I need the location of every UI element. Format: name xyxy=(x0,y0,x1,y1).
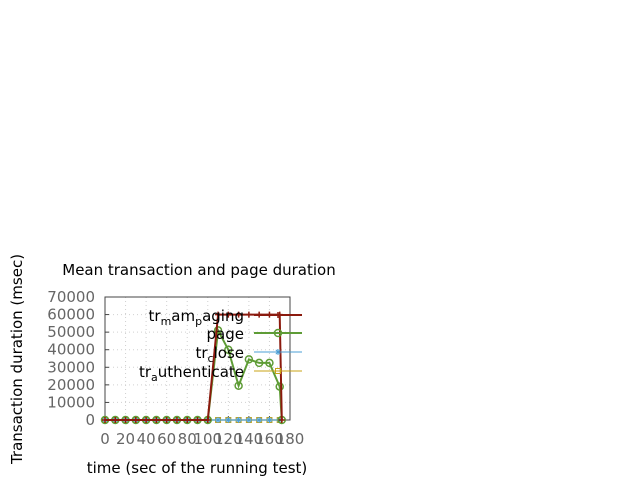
legend-sample-tr-authenticate xyxy=(254,368,302,374)
data-point xyxy=(225,311,232,318)
data-point xyxy=(225,417,232,423)
legend-sample-page xyxy=(254,328,302,338)
y-tick-label: 60000 xyxy=(47,306,95,324)
data-point xyxy=(266,417,273,423)
y-tick-label: 50000 xyxy=(47,323,95,341)
x-tick-label: 80 xyxy=(178,430,197,448)
legend-label-page: page xyxy=(207,325,244,343)
data-point xyxy=(112,417,119,423)
data-point xyxy=(278,417,285,423)
y-tick-label: 70000 xyxy=(47,288,95,306)
data-point xyxy=(235,311,242,318)
x-tick-label: 60 xyxy=(157,430,176,448)
x-tick-label: 100 xyxy=(193,430,222,448)
legend-marker xyxy=(273,328,283,338)
data-point xyxy=(235,417,242,423)
x-tick-label: 40 xyxy=(137,430,156,448)
legend-sample-tr-mam-paging xyxy=(254,312,302,318)
data-point xyxy=(245,417,252,423)
legend: trmampaging page trclose trauthenticate xyxy=(139,307,302,384)
y-tick-label: 40000 xyxy=(47,341,95,359)
data-point xyxy=(132,417,139,423)
data-point xyxy=(122,417,129,423)
data-point xyxy=(143,417,150,423)
data-point xyxy=(215,311,222,318)
data-point xyxy=(204,417,211,423)
data-point xyxy=(244,355,254,364)
x-tick-label: 180 xyxy=(276,430,305,448)
x-tick-label: 140 xyxy=(235,430,264,448)
x-tick-label: 120 xyxy=(214,430,243,448)
legend-marker xyxy=(275,368,281,374)
data-point xyxy=(245,311,252,318)
data-point xyxy=(194,417,201,423)
data-point xyxy=(215,417,222,423)
x-tick-label: 0 xyxy=(100,430,110,448)
legend-sample-tr-close xyxy=(254,349,302,355)
legend-label-tr-authenticate: trauthenticate xyxy=(139,363,244,384)
data-point xyxy=(224,345,233,354)
legend-label-tr-close: trclose xyxy=(195,344,244,365)
data-point xyxy=(213,326,223,335)
data-point xyxy=(254,358,264,368)
y-tick-label: 20000 xyxy=(47,376,95,394)
x-axis-label: time (sec of the running test) xyxy=(87,459,308,477)
data-point xyxy=(102,417,108,423)
data-point xyxy=(163,417,170,423)
data-point xyxy=(184,417,191,423)
x-tick-label: 160 xyxy=(255,430,284,448)
data-point xyxy=(153,417,160,423)
y-axis-label: Transaction duration (msec) xyxy=(8,254,26,465)
legend-marker xyxy=(275,349,281,355)
chart-title: Mean transaction and page duration xyxy=(62,261,335,279)
y-tick-label: 0 xyxy=(85,411,95,429)
data-point xyxy=(275,382,284,391)
x-tick-label: 20 xyxy=(116,430,135,448)
data-point xyxy=(256,417,263,423)
data-point xyxy=(234,381,243,390)
y-tick-label: 10000 xyxy=(47,393,95,411)
legend-samples xyxy=(254,312,302,374)
y-tick-label: 30000 xyxy=(47,358,95,376)
data-point xyxy=(265,358,274,368)
legend-marker xyxy=(275,312,281,318)
data-point xyxy=(173,417,180,423)
legend-label-tr-mam-paging: trmampaging xyxy=(149,307,245,328)
